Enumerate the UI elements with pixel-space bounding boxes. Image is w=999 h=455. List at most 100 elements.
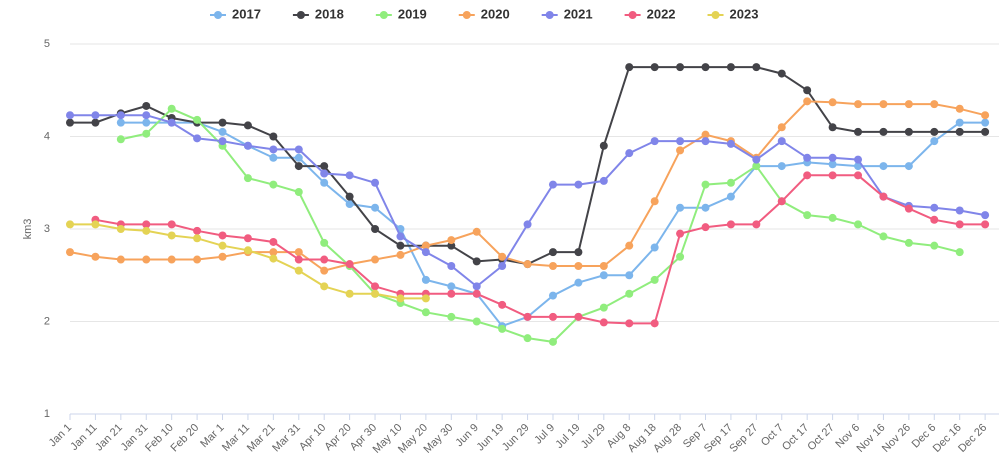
legend-symbol <box>628 11 637 19</box>
x-tick-label: Jan 21 <box>93 422 125 454</box>
data-point <box>116 118 125 127</box>
data-point <box>599 318 608 327</box>
data-point <box>243 234 252 243</box>
data-point <box>218 127 227 136</box>
data-point <box>726 178 735 187</box>
legend-label: 2022 <box>647 6 676 21</box>
data-point <box>294 145 303 154</box>
data-point <box>904 204 913 213</box>
legend-symbol <box>711 11 720 19</box>
data-point <box>955 104 964 113</box>
data-point <box>854 127 863 136</box>
data-point <box>269 153 278 162</box>
data-point <box>625 271 634 280</box>
data-point <box>904 162 913 171</box>
data-point <box>726 192 735 201</box>
data-point <box>447 241 456 250</box>
data-point <box>625 149 634 158</box>
x-tick-label: Jan 11 <box>68 422 99 453</box>
legend-item: 2017 <box>210 6 261 21</box>
data-point <box>421 241 430 250</box>
data-point <box>828 153 837 162</box>
data-point <box>523 312 532 321</box>
data-point <box>193 255 202 264</box>
data-point <box>66 248 74 257</box>
legend-symbol <box>545 11 554 19</box>
x-tick-label: Oct 27 <box>805 422 836 453</box>
data-point <box>676 229 685 238</box>
x-tick-label: Jul 29 <box>579 422 608 451</box>
data-point <box>726 63 735 72</box>
data-point <box>879 162 888 171</box>
data-point <box>701 203 710 212</box>
x-tick-label: Sep 27 <box>727 422 760 455</box>
data-point <box>523 220 532 229</box>
data-point <box>345 289 354 298</box>
data-point <box>116 225 125 233</box>
legend-label: 2018 <box>315 6 344 21</box>
data-point <box>955 220 964 229</box>
data-point <box>447 289 456 298</box>
data-point <box>625 289 634 298</box>
data-point <box>193 115 202 124</box>
data-point <box>91 118 100 127</box>
data-point <box>955 206 964 215</box>
data-point <box>625 63 634 72</box>
data-point <box>294 188 303 196</box>
data-point <box>879 100 888 109</box>
data-point <box>650 275 659 284</box>
data-point <box>472 257 481 266</box>
data-point <box>218 137 227 146</box>
data-point <box>676 146 685 155</box>
data-point <box>701 223 710 232</box>
data-point <box>981 111 990 120</box>
data-point <box>320 282 329 291</box>
data-point <box>828 98 837 107</box>
data-point <box>371 203 380 212</box>
data-point <box>981 127 990 136</box>
data-point <box>218 241 227 250</box>
data-point <box>676 203 685 212</box>
data-point <box>142 255 151 264</box>
data-point <box>243 174 252 183</box>
data-point <box>523 334 532 343</box>
legend-symbol <box>214 11 222 19</box>
data-point <box>701 137 710 146</box>
data-point <box>243 246 252 255</box>
data-point <box>498 252 507 261</box>
data-point <box>574 278 583 287</box>
data-point <box>269 145 278 154</box>
data-point <box>371 225 380 233</box>
legend-symbol <box>462 11 471 19</box>
data-point <box>447 312 456 321</box>
data-point <box>66 111 74 120</box>
data-point <box>574 180 583 189</box>
data-point <box>421 308 430 317</box>
y-tick-label: 1 <box>44 408 50 420</box>
x-tick-label: Jun 19 <box>474 422 506 454</box>
data-point <box>345 192 354 201</box>
data-point <box>294 162 303 171</box>
x-tick-label: Nov 26 <box>880 422 913 455</box>
legend-label: 2020 <box>481 6 510 21</box>
series-line <box>120 107 960 343</box>
data-point <box>167 220 176 229</box>
data-point <box>66 220 74 229</box>
data-point <box>218 252 227 261</box>
data-point <box>243 121 252 130</box>
data-point <box>574 248 583 257</box>
data-point <box>854 220 863 229</box>
legend-item: 2021 <box>541 6 593 21</box>
data-point <box>930 100 939 109</box>
data-point <box>320 169 329 178</box>
data-point <box>396 232 405 241</box>
data-point <box>142 101 151 110</box>
data-point <box>879 127 888 136</box>
data-point <box>294 255 303 264</box>
data-point <box>294 266 303 275</box>
data-point <box>650 319 659 328</box>
y-tick-label: 3 <box>44 223 50 235</box>
data-point <box>345 200 354 209</box>
data-point <box>142 220 151 229</box>
